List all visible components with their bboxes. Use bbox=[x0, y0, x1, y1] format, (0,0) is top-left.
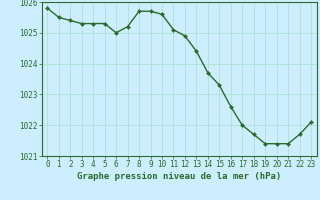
X-axis label: Graphe pression niveau de la mer (hPa): Graphe pression niveau de la mer (hPa) bbox=[77, 172, 281, 181]
